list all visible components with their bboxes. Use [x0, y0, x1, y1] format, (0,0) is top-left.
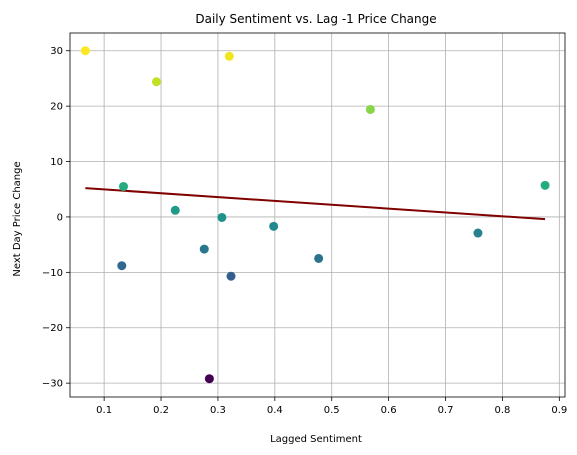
data-point — [118, 181, 128, 191]
data-point — [365, 104, 375, 114]
data-point — [151, 77, 161, 87]
data-point — [117, 261, 127, 271]
chart-title: Daily Sentiment vs. Lag -1 Price Change — [195, 12, 436, 26]
data-point — [269, 221, 279, 231]
trend-line — [85, 187, 546, 221]
y-tick-label: −20 — [42, 323, 63, 334]
y-tick-label: −10 — [42, 268, 63, 279]
trendline-group — [85, 187, 546, 221]
x-tick-label: 0.9 — [551, 405, 567, 416]
plot-frame — [69, 32, 566, 398]
y-axis-label: Next Day Price Change — [12, 161, 23, 276]
y-tick-label: −30 — [42, 379, 63, 390]
data-point — [217, 212, 227, 222]
x-tick-label: 0.7 — [438, 405, 454, 416]
data-point — [80, 46, 90, 56]
data-point — [224, 51, 234, 61]
data-point — [170, 205, 180, 215]
y-axis: −30 −20 −10 0 10 20 30 — [42, 46, 70, 390]
x-tick-label: 0.2 — [153, 405, 169, 416]
x-tick-label: 0.8 — [494, 405, 510, 416]
x-tick-label: 0.1 — [96, 405, 112, 416]
x-tick-label: 0.5 — [324, 405, 340, 416]
data-point — [204, 374, 214, 384]
x-tick-label: 0.4 — [267, 405, 283, 416]
data-point — [473, 228, 483, 238]
x-tick-label: 0.6 — [381, 405, 397, 416]
y-tick-label: 30 — [50, 46, 63, 57]
data-point — [199, 244, 209, 254]
data-point — [226, 271, 236, 281]
points-group — [80, 46, 550, 384]
grid — [70, 33, 565, 397]
x-axis: 0.1 0.2 0.3 0.4 0.5 0.6 0.7 0.8 0.9 — [96, 397, 567, 416]
data-point — [314, 253, 324, 263]
data-point — [540, 180, 550, 190]
x-axis-label: Lagged Sentiment — [270, 434, 362, 445]
y-tick-label: 20 — [50, 102, 63, 113]
y-tick-label: 0 — [57, 212, 63, 223]
x-tick-label: 0.3 — [210, 405, 226, 416]
y-tick-label: 10 — [50, 157, 63, 168]
